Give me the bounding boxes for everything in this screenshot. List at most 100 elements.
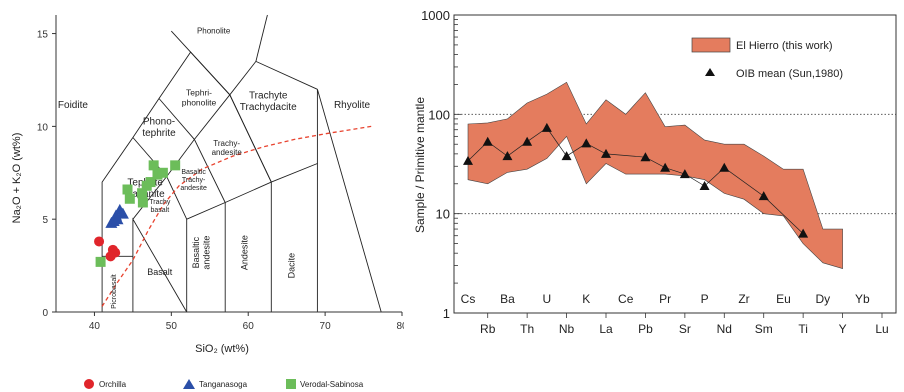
spider-element-label-nd: Nd (717, 322, 732, 336)
tas-x-axis-title: SiO₂ (wt%) (195, 343, 249, 355)
point-tanganasoga (116, 207, 129, 219)
point-verodal-sabinosa (152, 169, 163, 180)
tas-field-line: Basaltic (181, 169, 206, 176)
point-orchilla (105, 251, 116, 262)
tas-x-tick-label: 70 (320, 321, 332, 332)
tas-field-tephri-phonolite: Tephri-phonolite (182, 88, 217, 108)
legend-marker-verodal-sabinosa (286, 379, 296, 389)
tas-boundary-2 (132, 94, 231, 220)
oib-mean-point (502, 151, 513, 161)
spider-y-tick-label: 10 (436, 207, 450, 222)
point-verodal-sabinosa (137, 197, 148, 208)
tas-field-picrobasalt: Picrobasalt (111, 274, 118, 309)
oib-mean-point (522, 136, 533, 146)
tas-field-dacite: Dacite (286, 253, 296, 279)
spider-element-label-dy: Dy (816, 292, 831, 306)
legend-label-el-hierro: El Hierro (this work) (736, 40, 833, 52)
tas-field-trachyte-trachydacite: Trachyte Trachydacite (240, 90, 297, 113)
spider-diagram: 1 10 100 1000 Cs Ba U K Ce Pr P Zr Eu Dy Yb Rb Th Nb La Pb… (413, 8, 897, 336)
spider-y-tick-label: 100 (428, 107, 450, 122)
tas-field-line: Trachy- (213, 139, 240, 148)
point-verodal-sabinosa (145, 177, 156, 188)
spider-element-label-rb: Rb (480, 322, 496, 336)
tas-field-rhyolite: Rhyolite (334, 100, 371, 111)
spider-legend: El Hierro (this work) OIB mean (Sun,1980… (691, 37, 843, 80)
point-verodal-sabinosa (170, 160, 181, 171)
spider-element-label-ti: Ti (798, 322, 808, 336)
point-verodal-sabinosa (148, 160, 159, 171)
legend-label-oib-mean: OIB mean (Sun,1980) (736, 68, 843, 80)
tas-field-basaltic-andesite: Basalticandesite (191, 236, 211, 270)
spider-element-label-eu: Eu (776, 292, 791, 306)
legend-label-orchilla: Orchilla (99, 380, 127, 389)
point-verodal-sabinosa (95, 256, 106, 267)
spider-element-label-pb: Pb (638, 322, 653, 336)
tas-field-phonolite: Phonolite (197, 27, 231, 36)
tas-boundary-10 (229, 60, 318, 96)
tas-field-line: Dacite (286, 253, 296, 279)
legend-label-verodal-sabinosa: Verodal-Sabinosa (300, 380, 364, 389)
tas-boundary-1 (132, 217, 188, 313)
spider-element-label-pr: Pr (659, 292, 671, 306)
tas-diagram: Foidite Phonolite Tephri-phonolite Trachyte… (11, 14, 404, 389)
spider-element-label-cs: Cs (461, 292, 476, 306)
oib-mean-point (541, 122, 552, 132)
tas-field-line: Phonolite (197, 27, 231, 36)
tas-field-line: andesite (212, 148, 243, 157)
tas-field-line: Basalt (147, 267, 173, 277)
spider-axes: 1 10 100 1000 (421, 8, 897, 321)
oib-mean-point (463, 155, 473, 165)
tas-field-phono-tephrite: Phono-tephrite (142, 116, 176, 138)
oib-mean-point (758, 191, 769, 201)
oib-mean-point (482, 136, 493, 146)
tas-field-basaltic-trachy-andesite: Basaltic Trachy-andesite (180, 169, 207, 192)
oib-mean-series (463, 122, 809, 238)
oib-mean-point (581, 138, 592, 148)
point-verodal-sabinosa (157, 167, 168, 178)
tas-x-tick-label: 40 (89, 321, 101, 332)
spider-element-label-lu: Lu (875, 322, 888, 336)
point-verodal-sabinosa (137, 188, 148, 199)
tas-field-line: tephrite (142, 128, 176, 139)
tas-field-line: basalt (150, 207, 169, 214)
tas-field-line: Foidite (58, 100, 88, 111)
oib-mean-point (561, 151, 572, 161)
spider-element-label-yb: Yb (855, 292, 870, 306)
tas-boundary-9 (316, 89, 382, 313)
alkaline-divide-line (101, 125, 372, 307)
tas-field-trachy-andesite: Trachy-andesite (212, 139, 243, 157)
tas-field-line: andesite (202, 236, 212, 270)
tas-field-line: Basaltic (191, 236, 201, 268)
alkaline-subalkaline-divide (101, 125, 372, 307)
tas-axes: 40 50 60 70 80 0 5 10 15 (37, 15, 404, 332)
spider-element-label-nb: Nb (559, 322, 575, 336)
tas-boundary-6 (158, 98, 226, 203)
tas-x-tick-label: 80 (396, 321, 404, 332)
spider-element-label-ba: Ba (500, 292, 515, 306)
el-hierro-range-band (467, 81, 843, 270)
spider-plot-frame (453, 14, 897, 314)
spider-element-label-u: U (543, 292, 552, 306)
oib-mean-point (660, 162, 671, 172)
el-hierro-band (467, 81, 843, 270)
tas-field-line: Trachy- (182, 177, 206, 184)
point-tanganasoga (111, 213, 124, 225)
oib-mean-point (640, 152, 651, 162)
tas-field-line: Phono- (143, 116, 175, 127)
legend-marker-orchilla (84, 379, 94, 389)
tas-x-tick-label: 50 (166, 321, 178, 332)
spider-element-label-zr: Zr (738, 292, 749, 306)
tas-field-labels: Foidite Phonolite Tephri-phonolite Trachyte… (58, 27, 371, 309)
legend-marker-tanganasoga (183, 379, 195, 389)
spider-y-axis-title: Sample / Primitive mantle (413, 97, 427, 233)
oib-mean-point (719, 162, 730, 172)
spider-element-label-ce: Ce (618, 292, 634, 306)
tas-y-axis-title: Na₂O + K₂O (wt%) (11, 133, 23, 224)
spider-element-labels: Cs Ba U K Ce Pr P Zr Eu Dy Yb Rb Th Nb La Pb Sr Nd Sm Ti Y Lu (461, 292, 889, 336)
point-orchilla (94, 236, 105, 247)
tas-field-line: andesite (180, 185, 207, 192)
point-verodal-sabinosa (124, 193, 135, 204)
tas-field-andesite: Andesite (239, 235, 249, 270)
point-verodal-sabinosa (122, 184, 133, 195)
tas-field-line: Trachyte (249, 90, 288, 101)
